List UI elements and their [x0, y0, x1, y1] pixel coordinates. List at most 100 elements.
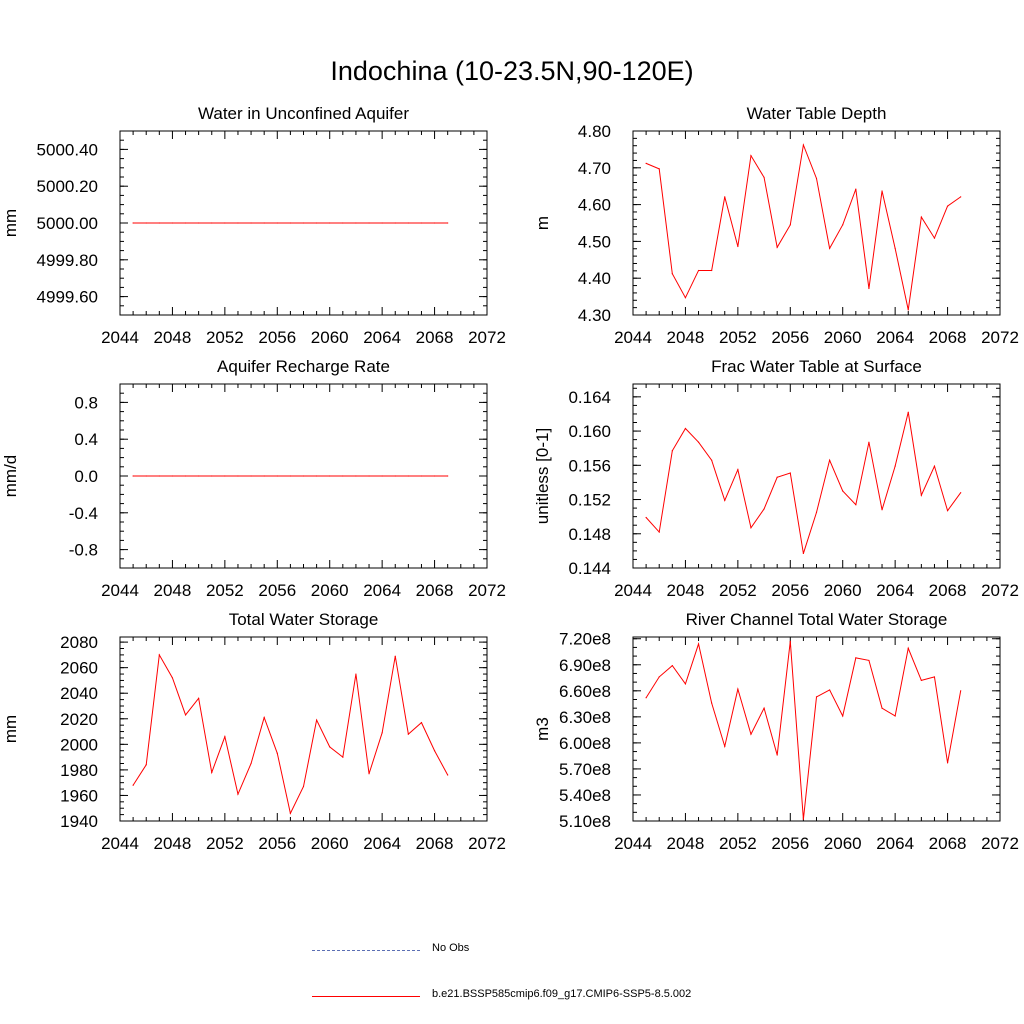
data-point: [420, 475, 423, 477]
data-point: [881, 190, 883, 192]
x-tick-label: 2056: [258, 328, 296, 347]
y-tick-label: 4.70: [578, 159, 611, 178]
x-tick-label: 2044: [101, 834, 139, 853]
y-tick-label: 0.160: [568, 422, 611, 441]
data-point: [171, 475, 174, 477]
x-tick-label: 2060: [311, 328, 349, 347]
data-point: [394, 475, 396, 477]
data-point: [447, 774, 449, 776]
data-point: [645, 697, 647, 699]
x-tick-label: 2060: [824, 834, 862, 853]
series-line: [645, 143, 961, 310]
data-point: [842, 224, 844, 226]
x-tick-label: 2064: [876, 581, 914, 600]
x-tick-label: 2048: [154, 328, 192, 347]
data-point: [737, 245, 739, 248]
y-tick-label: 4.40: [578, 269, 611, 288]
y-tick-label: 6.90e8: [559, 656, 611, 675]
x-tick-label: 2060: [824, 328, 862, 347]
data-point: [237, 222, 239, 224]
data-point: [802, 552, 804, 555]
data-point: [145, 764, 147, 766]
data-point: [763, 707, 765, 709]
legend-obs-label: No Obs: [432, 942, 470, 954]
x-tick-label: 2052: [206, 328, 244, 347]
y-tick-label: 2060: [60, 659, 98, 678]
x-tick-label: 2044: [614, 328, 652, 347]
x-tick-label: 2044: [614, 581, 652, 600]
y-tick-label: 6.00e8: [559, 734, 611, 753]
y-tick-label: 4.60: [578, 196, 611, 215]
data-point: [750, 733, 752, 735]
y-tick-label: 0.8: [74, 393, 98, 412]
chart-title: Frac Water Table at Surface: [711, 357, 922, 376]
chart-panel-4: Frac Water Table at Surface 2044 2048 2052 2…: [533, 357, 1019, 600]
data-point: [960, 492, 962, 494]
y-tick-label: -0.4: [69, 504, 98, 523]
data-point: [407, 222, 409, 224]
data-point: [224, 736, 226, 738]
x-tick-label: 2056: [771, 328, 809, 347]
legend-model-label: b.e21.BSSP585cmip6.f09_g17.CMIP6-SSP5-8.…: [432, 988, 692, 1000]
data-point: [368, 773, 370, 775]
data-point: [289, 812, 291, 814]
y-tick-label: 0.144: [568, 559, 611, 578]
x-tick-label: 2068: [416, 581, 454, 600]
y-tick-label: 4999.80: [37, 251, 98, 270]
data-point: [394, 655, 396, 657]
data-point: [237, 475, 239, 477]
data-point: [789, 640, 791, 642]
y-axis-label: mm: [1, 715, 20, 743]
data-point: [250, 762, 252, 765]
y-tick-label: 4.80: [578, 122, 611, 141]
data-point: [645, 516, 647, 519]
data-point: [184, 222, 187, 224]
data-point: [368, 222, 370, 224]
data-point: [946, 762, 949, 764]
x-tick-label: 2064: [363, 581, 401, 600]
data-point: [776, 476, 778, 478]
chart-panel-6: River Channel Total Water Storage 2044 204…: [533, 610, 1019, 853]
page-title: Indochina (10-23.5N,90-120E): [330, 56, 694, 86]
data-point: [433, 222, 436, 224]
y-axis-label: unitless [0-1]: [533, 428, 552, 524]
x-tick-label: 2072: [468, 834, 506, 853]
data-point: [763, 508, 765, 510]
x-tick-label: 2052: [719, 328, 757, 347]
data-point: [302, 222, 305, 224]
data-point: [724, 196, 726, 198]
chart-panel-1: Water in Unconfined Aquifer 2044 2048 2052 2…: [1, 104, 506, 347]
y-tick-label: 2020: [60, 710, 98, 729]
data-point: [855, 188, 857, 190]
data-point: [907, 411, 909, 413]
legend-model: b.e21.BSSP585cmip6.f09_g17.CMIP6-SSP5-8.…: [0, 986, 1024, 1006]
data-point: [684, 297, 687, 299]
plot-frame: [632, 130, 1001, 316]
data-point: [960, 690, 962, 692]
data-point: [132, 222, 134, 224]
data-point: [946, 205, 949, 207]
data-point: [381, 222, 383, 224]
y-tick-label: 5000.00: [37, 214, 98, 233]
y-tick-label: 5.10e8: [559, 812, 611, 831]
data-point: [671, 450, 673, 452]
data-point: [224, 475, 226, 477]
data-point: [224, 222, 226, 224]
y-tick-label: 0.4: [74, 430, 98, 449]
data-point: [855, 504, 857, 506]
chart-title: Water in Unconfined Aquifer: [198, 104, 409, 123]
data-point: [894, 715, 896, 717]
x-tick-label: 2068: [929, 581, 967, 600]
data-point: [920, 679, 922, 682]
data-point: [829, 247, 831, 249]
x-tick-label: 2060: [311, 581, 349, 600]
x-tick-label: 2068: [416, 834, 454, 853]
data-point: [276, 752, 278, 754]
x-tick-label: 2044: [101, 328, 139, 347]
y-tick-label: 4999.60: [37, 288, 98, 307]
data-point: [920, 494, 922, 496]
chart-panel-2: Water Table Depth 2044 2048 2052 2056 2060 206…: [533, 104, 1019, 347]
data-point: [789, 224, 791, 226]
x-tick-label: 2068: [929, 328, 967, 347]
chart-title: Aquifer Recharge Rate: [217, 357, 390, 376]
